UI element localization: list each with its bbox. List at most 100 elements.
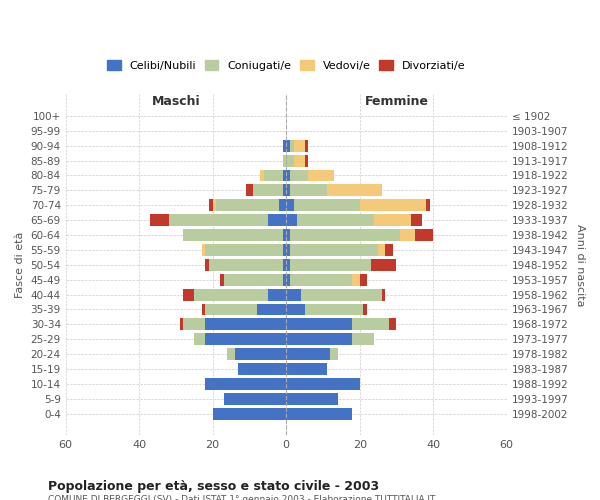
Bar bbox=[389, 318, 397, 330]
Bar bbox=[352, 318, 389, 330]
Bar bbox=[290, 170, 308, 181]
Bar bbox=[286, 348, 331, 360]
Bar bbox=[179, 318, 183, 330]
Bar bbox=[220, 274, 224, 285]
Bar bbox=[212, 408, 286, 420]
Bar bbox=[235, 348, 286, 360]
Bar bbox=[283, 154, 286, 166]
Text: COMUNE DI BERGEGGI (SV) - Dati ISTAT 1° gennaio 2003 - Elaborazione TUTTITALIA.I: COMUNE DI BERGEGGI (SV) - Dati ISTAT 1° … bbox=[48, 495, 436, 500]
Bar bbox=[283, 140, 286, 151]
Bar bbox=[426, 200, 430, 211]
Bar bbox=[205, 318, 286, 330]
Bar bbox=[290, 244, 378, 256]
Bar bbox=[286, 334, 352, 345]
Bar bbox=[286, 170, 290, 181]
Bar bbox=[293, 200, 360, 211]
Bar bbox=[286, 140, 290, 151]
Bar bbox=[257, 304, 286, 316]
Bar bbox=[286, 393, 338, 405]
Bar bbox=[183, 288, 194, 300]
Bar bbox=[286, 274, 290, 285]
Bar bbox=[224, 274, 283, 285]
Bar bbox=[194, 334, 205, 345]
Bar bbox=[308, 170, 334, 181]
Bar bbox=[290, 184, 326, 196]
Bar bbox=[374, 214, 411, 226]
Bar bbox=[297, 214, 374, 226]
Bar bbox=[253, 184, 283, 196]
Bar bbox=[286, 378, 360, 390]
Bar bbox=[209, 200, 212, 211]
Text: Maschi: Maschi bbox=[152, 96, 200, 108]
Bar bbox=[360, 200, 426, 211]
Bar bbox=[238, 363, 286, 375]
Bar bbox=[283, 184, 286, 196]
Bar bbox=[286, 259, 290, 271]
Bar bbox=[378, 244, 385, 256]
Bar bbox=[286, 154, 293, 166]
Text: Femmine: Femmine bbox=[364, 96, 428, 108]
Bar bbox=[286, 408, 352, 420]
Bar bbox=[283, 170, 286, 181]
Bar bbox=[279, 200, 286, 211]
Bar bbox=[290, 229, 400, 241]
Bar bbox=[205, 378, 286, 390]
Bar bbox=[293, 154, 305, 166]
Bar bbox=[400, 229, 415, 241]
Bar bbox=[415, 229, 433, 241]
Bar bbox=[382, 288, 385, 300]
Bar bbox=[227, 348, 235, 360]
Bar bbox=[202, 304, 205, 316]
Bar bbox=[217, 200, 279, 211]
Bar bbox=[411, 214, 422, 226]
Bar bbox=[268, 288, 286, 300]
Bar bbox=[286, 288, 301, 300]
Bar bbox=[205, 334, 286, 345]
Bar bbox=[202, 244, 205, 256]
Bar bbox=[169, 214, 268, 226]
Bar bbox=[305, 304, 364, 316]
Bar bbox=[293, 140, 305, 151]
Bar bbox=[205, 244, 283, 256]
Bar bbox=[360, 274, 367, 285]
Bar bbox=[286, 184, 290, 196]
Bar bbox=[260, 170, 264, 181]
Bar bbox=[183, 318, 205, 330]
Bar bbox=[290, 274, 352, 285]
Bar bbox=[290, 259, 371, 271]
Bar bbox=[326, 184, 382, 196]
Bar bbox=[224, 393, 286, 405]
Bar bbox=[385, 244, 393, 256]
Bar bbox=[194, 288, 268, 300]
Legend: Celibi/Nubili, Coniugati/e, Vedovi/e, Divorziati/e: Celibi/Nubili, Coniugati/e, Vedovi/e, Di… bbox=[103, 56, 469, 76]
Bar bbox=[205, 259, 209, 271]
Bar bbox=[283, 229, 286, 241]
Bar bbox=[286, 318, 352, 330]
Bar bbox=[364, 304, 367, 316]
Bar bbox=[286, 214, 297, 226]
Bar bbox=[283, 259, 286, 271]
Bar bbox=[286, 304, 305, 316]
Bar bbox=[150, 214, 169, 226]
Bar bbox=[286, 363, 326, 375]
Bar bbox=[301, 288, 382, 300]
Bar bbox=[183, 229, 283, 241]
Bar bbox=[305, 140, 308, 151]
Bar bbox=[212, 200, 217, 211]
Bar bbox=[205, 304, 257, 316]
Bar bbox=[371, 259, 397, 271]
Y-axis label: Anni di nascita: Anni di nascita bbox=[575, 224, 585, 306]
Text: Popolazione per età, sesso e stato civile - 2003: Popolazione per età, sesso e stato civil… bbox=[48, 480, 379, 493]
Bar bbox=[286, 229, 290, 241]
Bar bbox=[209, 259, 283, 271]
Bar bbox=[286, 200, 293, 211]
Bar bbox=[283, 244, 286, 256]
Bar bbox=[268, 214, 286, 226]
Bar bbox=[246, 184, 253, 196]
Bar bbox=[352, 274, 360, 285]
Bar bbox=[352, 334, 374, 345]
Bar bbox=[305, 154, 308, 166]
Bar bbox=[331, 348, 338, 360]
Bar bbox=[286, 244, 290, 256]
Bar bbox=[264, 170, 283, 181]
